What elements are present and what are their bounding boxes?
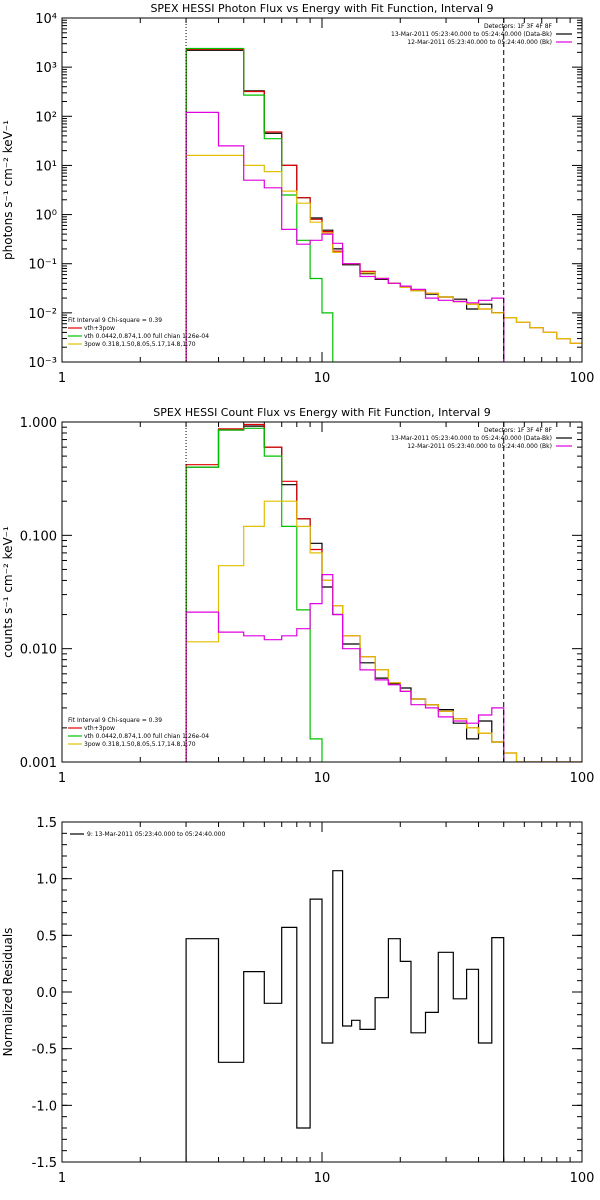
y-axis-label: photons s⁻¹ cm⁻² keV⁻¹ bbox=[1, 120, 15, 260]
series-line-3 bbox=[185, 154, 582, 362]
series-line-4 bbox=[185, 111, 505, 362]
x-tick-label: 100 bbox=[570, 1171, 595, 1186]
x-tick-label: 10 bbox=[314, 1171, 331, 1186]
y-tick-label: 1.5 bbox=[36, 816, 57, 831]
residuals-panel: Normalized Residuals 1 10 100 -1.5 -1.0 -0.5 0.… bbox=[1, 816, 594, 1186]
x-tick-label: 10 bbox=[314, 371, 331, 386]
series-line-2 bbox=[185, 427, 323, 762]
plot-frame bbox=[61, 17, 583, 363]
y-tick-label: -1.5 bbox=[32, 1156, 57, 1171]
legend-top-right-entry: Detectors: 1F 3F 4F 8F bbox=[484, 427, 553, 434]
y-tick-label: 10³ bbox=[35, 61, 57, 76]
chart-title: SPEX HESSI Count Flux vs Energy with Fit… bbox=[153, 406, 490, 419]
chart-title: SPEX HESSI Photon Flux vs Energy with Fi… bbox=[150, 2, 493, 15]
y-tick-label: 10¹ bbox=[35, 159, 57, 174]
y-axis-label: Normalized Residuals bbox=[1, 928, 15, 1057]
x-tick-label: 1 bbox=[58, 371, 66, 386]
plot-frame bbox=[61, 821, 583, 1163]
legend-bottom-left-entry: vth 0.0442,0.874,1.00 full chian 1.26e-0… bbox=[84, 733, 209, 740]
y-tick-label: 1.0 bbox=[36, 873, 57, 888]
legend-top-right-entry: 13-Mar-2011 05:23:40.000 to 05:24:40.000… bbox=[391, 435, 552, 442]
legend-bottom-left-entry: Fit Interval 9 Chi-square = 0.39 bbox=[68, 317, 162, 324]
y-tick-label: 10⁻¹ bbox=[28, 258, 57, 273]
x-tick-label: 1 bbox=[58, 771, 66, 786]
x-tick-label: 1 bbox=[58, 1171, 66, 1186]
x-tick-label: 100 bbox=[570, 371, 595, 386]
x-tick-label: 100 bbox=[570, 771, 595, 786]
legend-bottom-left-entry: vth+3pow bbox=[84, 325, 115, 332]
x-tick-label: 10 bbox=[314, 771, 331, 786]
y-tick-label: -1.0 bbox=[32, 1099, 57, 1114]
series-line-4 bbox=[185, 574, 505, 762]
y-tick-label: 10⁰ bbox=[35, 209, 57, 224]
series-line-0 bbox=[185, 870, 505, 1162]
legend-bottom-left-entry: 3pow 0.318,1.50,8.05,5.17,14.8,1.70 bbox=[84, 341, 196, 348]
photon-flux-panel: SPEX HESSI Photon Flux vs Energy with Fi… bbox=[1, 2, 594, 386]
y-tick-label: -0.5 bbox=[32, 1043, 57, 1058]
y-axis-label: counts s⁻¹ cm⁻² keV⁻¹ bbox=[1, 526, 15, 658]
legend-bottom-left-entry: vth+3pow bbox=[84, 725, 115, 732]
y-tick-label: 0.5 bbox=[36, 929, 57, 944]
y-tick-label: 10⁻³ bbox=[28, 356, 57, 371]
legend-bottom-left-entry: 3pow 0.318,1.50,8.05,5.17,14.8,1.70 bbox=[84, 741, 196, 748]
legend-top-right-entry: 13-Mar-2011 05:23:40.000 to 05:24:40.000… bbox=[391, 31, 552, 38]
series-line-3 bbox=[185, 500, 582, 762]
y-tick-label: 0.0 bbox=[36, 986, 57, 1001]
y-tick-label: 0.010 bbox=[20, 643, 57, 658]
plot-frame bbox=[61, 421, 583, 763]
y-tick-label: 10⁴ bbox=[35, 12, 57, 27]
y-tick-label: 10² bbox=[35, 110, 57, 125]
legend-top-right-entry: 12-Mar-2011 05:23:40.000 to 05:24:40.000… bbox=[407, 443, 552, 450]
y-tick-label: 0.100 bbox=[20, 529, 57, 544]
legend-top-right-entry: 12-Mar-2011 05:23:40.000 to 05:24:40.000… bbox=[407, 39, 552, 46]
legend-bottom-left-entry: vth 0.0442,0.874,1.00 full chian 1.26e-0… bbox=[84, 333, 209, 340]
y-tick-label: 10⁻² bbox=[28, 307, 57, 322]
legend-top-right-entry: Detectors: 1F 3F 4F 8F bbox=[484, 23, 553, 30]
legend-top-left-entry: 9: 13-Mar-2011 05:23:40.000 to 05:24:40.… bbox=[87, 831, 225, 838]
y-tick-label: 0.001 bbox=[20, 756, 57, 771]
legend-bottom-left-entry: Fit Interval 9 Chi-square = 0.39 bbox=[68, 717, 162, 724]
y-tick-label: 1.000 bbox=[20, 416, 57, 431]
count-flux-panel: SPEX HESSI Count Flux vs Energy with Fit… bbox=[1, 406, 594, 786]
